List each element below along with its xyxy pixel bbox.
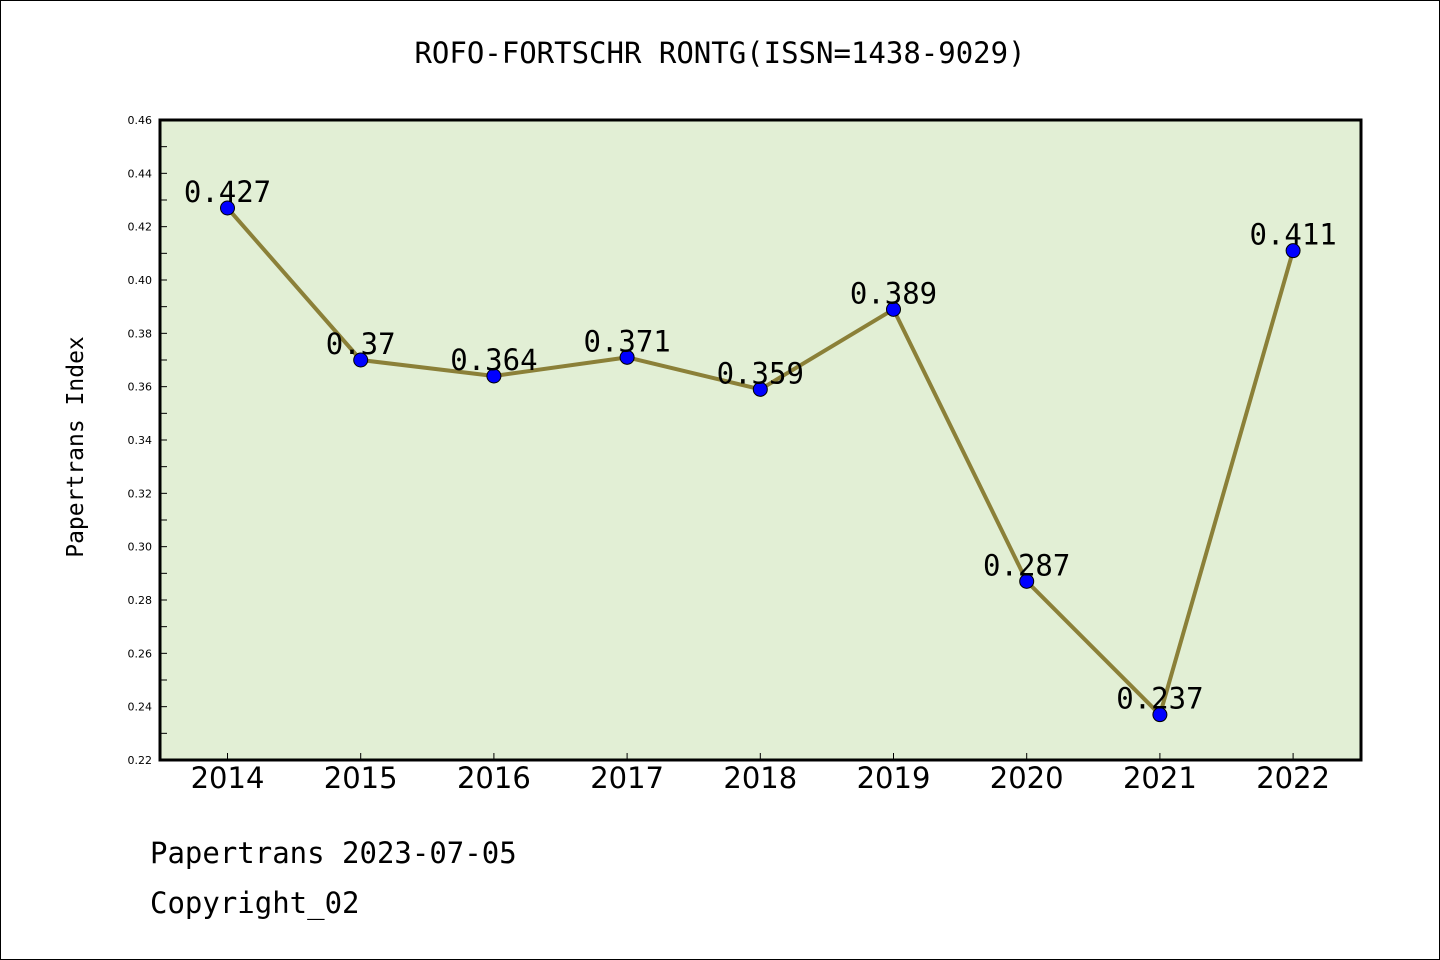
y-tick-label: 0.46 (128, 114, 153, 127)
footer-date: Papertrans 2023-07-05 (150, 836, 517, 870)
y-tick-label: 0.34 (128, 434, 153, 447)
x-tick-label: 2015 (324, 761, 398, 795)
data-label: 0.427 (184, 175, 271, 209)
data-point (619, 349, 635, 365)
x-tick-label: 2020 (990, 761, 1064, 795)
y-tick-label: 0.32 (128, 487, 153, 500)
y-tick-label: 0.30 (128, 541, 153, 554)
y-tick-label: 0.26 (128, 647, 153, 660)
footer-copyright: Copyright_02 (150, 886, 360, 920)
data-label: 0.389 (850, 276, 937, 310)
y-tick-label: 0.44 (128, 167, 153, 180)
data-label: 0.364 (450, 343, 537, 377)
x-tick-label: 2022 (1256, 761, 1330, 795)
y-tick-label: 0.28 (128, 594, 153, 607)
y-axis: 0.22 0.24 0.26 0.28 0.30 0.32 0.34 0.36 0.38 0.40… (128, 114, 167, 767)
x-tick-label: 2018 (723, 761, 797, 795)
y-tick-label: 0.22 (128, 754, 153, 767)
data-point (1019, 573, 1035, 589)
series-layer (220, 200, 1301, 723)
data-point (886, 301, 901, 317)
x-axis: 2014 2015 2016 2017 2018 2019 2020 2021 2022 (191, 753, 1330, 795)
y-tick-label: 0.42 (128, 221, 153, 234)
y-tick-label: 0.40 (128, 274, 153, 287)
data-point (220, 200, 235, 216)
data-labels-layer: 0.427 0.37 0.364 0.371 0.359 0.389 0.287 0.237 0… (184, 175, 1337, 716)
data-label: 0.359 (717, 356, 804, 390)
y-tick-label: 0.38 (128, 327, 153, 340)
data-label: 0.411 (1249, 218, 1336, 252)
x-tick-label: 2016 (457, 761, 531, 795)
data-point (752, 381, 768, 397)
x-tick-label: 2017 (590, 761, 664, 795)
x-tick-label: 2021 (1123, 761, 1197, 795)
x-tick-label: 2019 (857, 761, 931, 795)
data-label: 0.237 (1116, 682, 1203, 716)
data-point (1285, 243, 1301, 259)
data-point (353, 352, 369, 368)
data-label: 0.371 (583, 324, 670, 358)
data-point (1152, 707, 1168, 723)
data-label: 0.37 (326, 327, 396, 361)
y-tick-label: 0.36 (128, 381, 153, 394)
chart-title: ROFO-FORTSCHR RONTG(ISSN=1438-9029) (414, 36, 1026, 70)
x-tick-label: 2014 (191, 761, 265, 795)
data-label: 0.287 (983, 548, 1070, 582)
data-point (486, 368, 502, 384)
y-tick-label: 0.24 (128, 701, 153, 714)
plot-area (158, 118, 1363, 762)
